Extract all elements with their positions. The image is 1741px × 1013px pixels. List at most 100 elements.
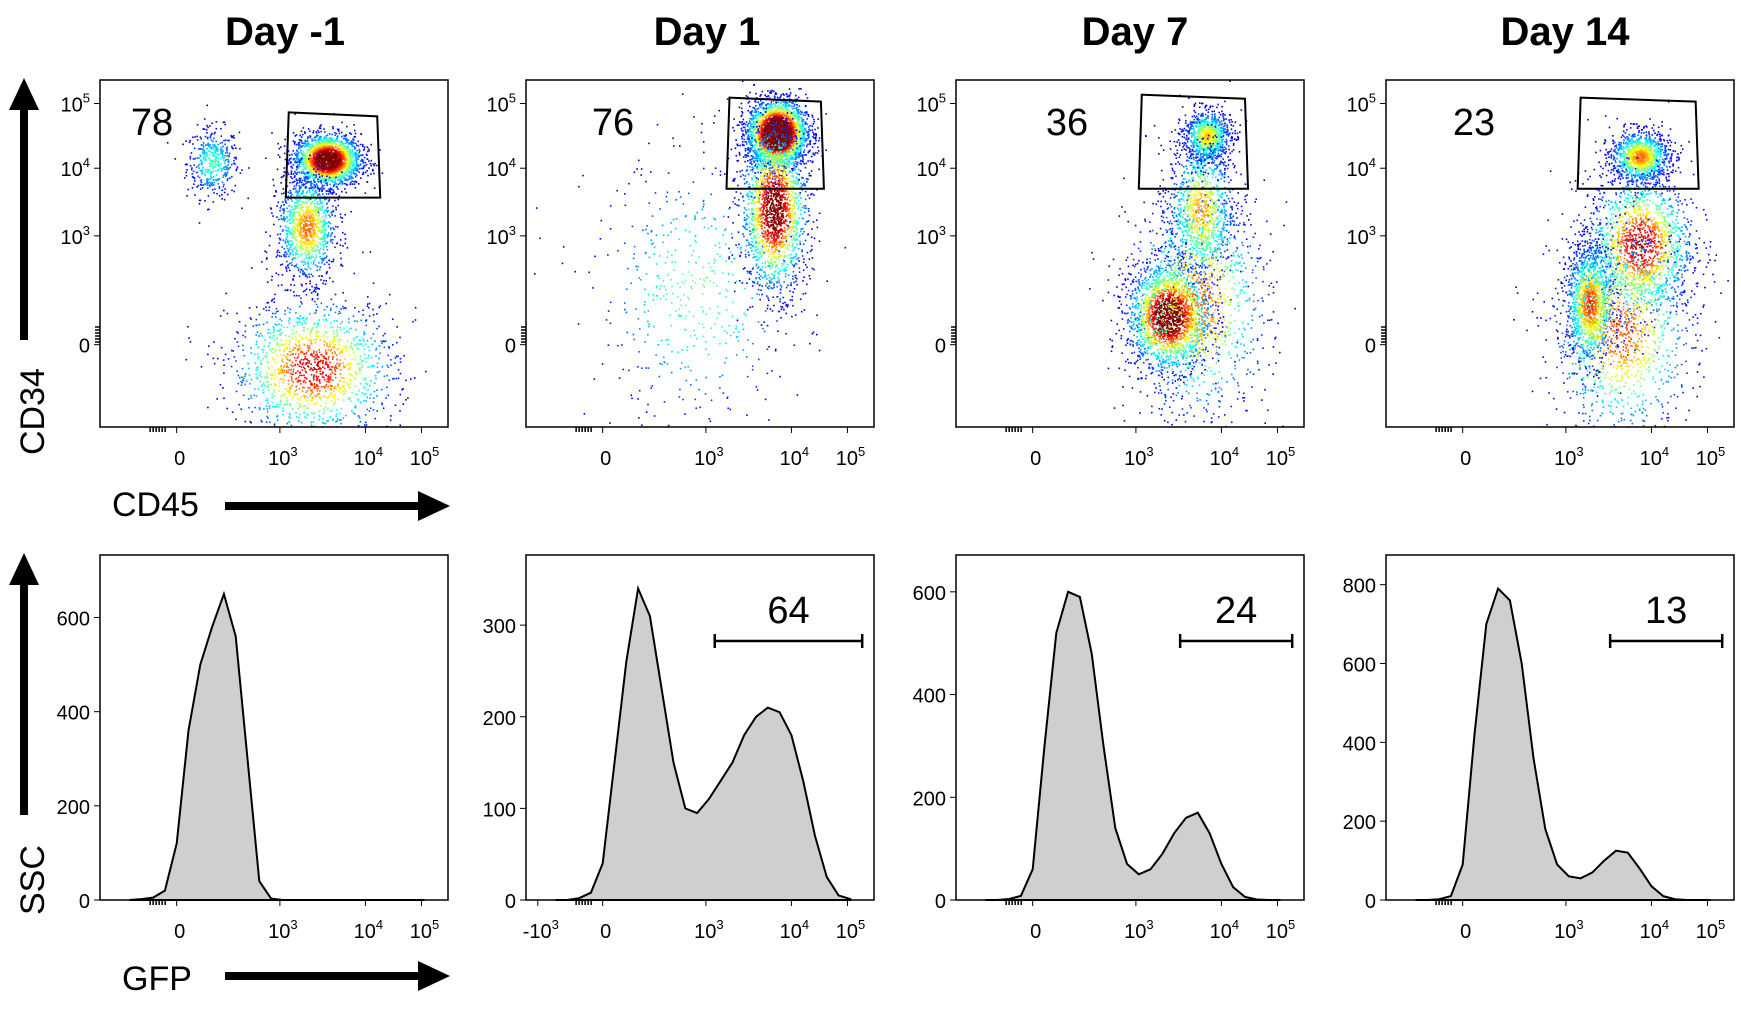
event-dot [337, 334, 339, 336]
event-dot [216, 148, 218, 150]
event-dot [313, 179, 315, 182]
event-dot [210, 182, 212, 185]
event-dot [267, 380, 270, 383]
event-dot [340, 157, 343, 160]
event-dot [352, 139, 355, 141]
event-dot [322, 360, 324, 362]
event-dot [256, 378, 259, 380]
event-dot [223, 397, 225, 400]
event-dot [376, 395, 378, 397]
event-dot [289, 209, 292, 211]
event-dot [310, 185, 312, 187]
event-dot [308, 253, 311, 256]
event-dot [341, 154, 344, 156]
event-dot [286, 247, 289, 250]
event-dot [375, 377, 377, 380]
event-dot [356, 362, 359, 365]
event-dot [298, 341, 300, 344]
event-dot [303, 252, 306, 254]
event-dot [324, 240, 327, 242]
event-dot [339, 216, 342, 219]
event-dot [271, 357, 274, 359]
event-dot [327, 396, 329, 399]
event-dot [338, 338, 341, 341]
event-dot [265, 306, 267, 308]
event-dot [292, 370, 295, 373]
event-dot [294, 161, 296, 164]
event-dot [294, 236, 297, 239]
event-dot [315, 357, 317, 359]
event-dot [347, 386, 350, 389]
event-dot [328, 193, 330, 195]
event-dot [362, 145, 364, 148]
event-dot [305, 322, 307, 325]
event-dot [383, 340, 386, 343]
event-dot [304, 275, 307, 277]
event-dot [312, 239, 314, 241]
event-dot [328, 141, 330, 144]
event-dot [274, 195, 276, 197]
event-dot [330, 239, 332, 241]
event-dot [354, 355, 357, 358]
event-dot [345, 140, 348, 143]
event-dot [311, 195, 314, 198]
event-dot [326, 167, 328, 170]
event-dot [318, 366, 321, 369]
event-dot [310, 243, 312, 245]
event-dot [316, 368, 318, 371]
event-dot [385, 302, 387, 305]
event-dot [252, 325, 255, 327]
event-dot [294, 431, 296, 433]
event-dot [312, 242, 314, 244]
event-dot [244, 420, 247, 423]
event-dot [331, 146, 333, 148]
event-dot [309, 389, 312, 392]
event-dot [309, 172, 312, 174]
event-dot [340, 152, 343, 155]
event-dot [304, 186, 307, 189]
event-dot [289, 394, 291, 396]
event-dot [264, 250, 266, 252]
event-dot [278, 382, 281, 384]
event-dot [311, 222, 314, 225]
event-dot [233, 156, 236, 159]
event-dot [306, 145, 308, 148]
event-dot [207, 171, 209, 174]
event-dot [308, 189, 311, 192]
event-dot [326, 331, 328, 334]
event-dot [295, 312, 297, 314]
event-dot [285, 357, 288, 360]
event-dot [346, 139, 348, 141]
event-dot [218, 162, 220, 165]
event-dot [394, 362, 396, 364]
event-dot [286, 245, 288, 247]
event-dot [335, 415, 337, 417]
event-dot [295, 344, 298, 347]
event-dot [307, 435, 309, 437]
event-dot [353, 124, 355, 126]
event-dot [397, 369, 400, 371]
event-dot [316, 148, 318, 151]
event-dot [348, 172, 351, 174]
event-dot [303, 353, 305, 355]
event-dot [273, 338, 276, 341]
event-dot [353, 272, 356, 275]
event-dot [387, 354, 389, 357]
event-dot [292, 140, 295, 142]
event-dot [387, 454, 389, 456]
event-dot [282, 354, 285, 357]
event-dot [319, 339, 322, 341]
event-dot [359, 382, 362, 385]
event-dot [330, 434, 332, 436]
event-dot [269, 421, 271, 424]
event-dot [204, 156, 207, 159]
event-dot [358, 347, 360, 350]
event-dot [355, 336, 357, 339]
event-dot [300, 139, 302, 142]
event-dot [218, 187, 221, 189]
event-dot [336, 147, 339, 149]
event-dot [313, 164, 315, 167]
event-dot [317, 161, 320, 163]
event-dot [231, 175, 233, 178]
event-dot [313, 163, 316, 165]
